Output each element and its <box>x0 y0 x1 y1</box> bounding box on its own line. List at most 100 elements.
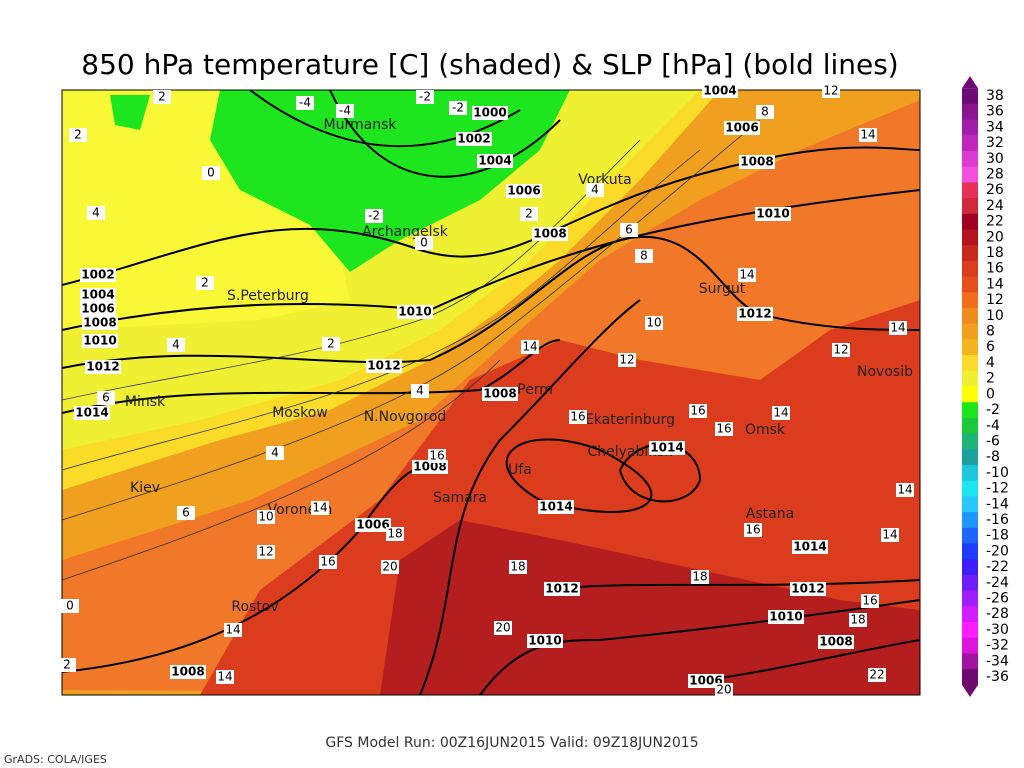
colorbar-swatch <box>962 245 978 262</box>
isobar-label-box <box>532 227 568 241</box>
temperature-label: 4 <box>271 446 279 460</box>
colorbar-label: -28 <box>986 606 1009 622</box>
temperature-label-box <box>715 422 733 436</box>
colorbar-label: 30 <box>986 151 1004 167</box>
temperature-label-box <box>849 613 867 627</box>
colorbar-label: -18 <box>986 528 1009 544</box>
temperature-label: -4 <box>299 96 311 110</box>
isobar-label: 1000 <box>473 106 506 120</box>
colorbar-label: -12 <box>986 481 1009 497</box>
temperature-label-box <box>202 166 220 180</box>
colorbar-top-arrow <box>962 76 978 89</box>
temperature-label: 12 <box>833 343 848 357</box>
temperature-label: 2 <box>525 207 533 221</box>
isobar-label-box <box>366 359 402 373</box>
isobar-label-box <box>737 307 773 321</box>
colorbar-label: 22 <box>986 214 1004 230</box>
temperature-label-box <box>381 560 399 574</box>
temperature-label: -2 <box>452 101 464 115</box>
temperature-label-box <box>428 449 446 463</box>
temperature-label-box <box>744 523 762 537</box>
colorbar-label: -30 <box>986 622 1009 638</box>
colorbar-label: 28 <box>986 167 1004 183</box>
city-label: Perm <box>517 382 553 398</box>
temperature-label: 18 <box>387 527 402 541</box>
temperature-label-box <box>861 594 879 608</box>
isobar-label: 1004 <box>81 288 114 302</box>
temperature-label-box <box>715 683 733 697</box>
temperature-label-box <box>635 249 653 263</box>
colorbar-swatch <box>962 229 978 246</box>
isobar-label-box <box>82 316 118 330</box>
temperature-label: 22 <box>869 668 884 682</box>
temperature-label-box <box>87 206 105 220</box>
colorbar-label: 18 <box>986 245 1004 261</box>
temperature-label: 6 <box>182 506 190 520</box>
temperature-label: 20 <box>716 683 731 697</box>
city-label: Murmansk <box>324 117 398 133</box>
colorbar-label: 26 <box>986 182 1004 198</box>
isobar-label: 1014 <box>650 441 683 455</box>
isobar-label: 1014 <box>539 500 572 514</box>
temperature-label-box <box>645 316 663 330</box>
isobar-label: 1006 <box>81 302 114 316</box>
temperature-label-box <box>416 90 434 104</box>
temperature-label-box <box>411 384 429 398</box>
isotherms <box>62 119 761 581</box>
temperature-label-box <box>494 621 512 635</box>
isobar-label-box <box>355 518 391 532</box>
isobar-label-box <box>170 665 206 679</box>
isobar-label: 1008 <box>171 665 204 679</box>
colorbar-swatch <box>962 260 978 278</box>
city-label: Moskow <box>272 405 328 421</box>
colorbar-swatch <box>962 496 978 513</box>
temperature-label: 4 <box>591 183 599 197</box>
temperature-label-box <box>311 501 329 515</box>
colorbar-label: 6 <box>986 339 995 355</box>
colorbar-swatch <box>962 355 978 372</box>
credit: GrADS: COLA/IGES <box>4 753 107 766</box>
city-label: Minsk <box>125 394 166 410</box>
isobar-label-box <box>506 184 542 198</box>
isobar-label: 1006 <box>689 674 722 688</box>
colorbar-label: -32 <box>986 638 1009 654</box>
temperature-label-box <box>415 236 433 250</box>
isobar-label-box <box>74 406 110 420</box>
colorbar-swatch <box>962 637 978 654</box>
temperature-label: 16 <box>745 523 760 537</box>
isobar-label: 1012 <box>791 582 824 596</box>
colorbar-swatch <box>962 512 978 529</box>
temperature-label: 14 <box>225 623 240 637</box>
temperature-label-box <box>738 268 756 282</box>
colorbar-swatch <box>962 135 978 152</box>
temperature-label: 14 <box>739 268 754 282</box>
temperature-label-box <box>881 528 899 542</box>
colorbar-swatch <box>962 480 978 497</box>
isobar-label-box <box>80 268 116 282</box>
isobar-label: 1008 <box>533 227 566 241</box>
temperature-label: 4 <box>172 338 180 352</box>
temperature-label-box <box>224 623 242 637</box>
green <box>110 95 150 130</box>
city-label: Astana <box>746 506 794 522</box>
isobar-label-box <box>724 121 760 135</box>
temperature-label: 18 <box>692 570 707 584</box>
temperature-label-box <box>257 510 275 524</box>
isobar-label: 1010 <box>398 305 431 319</box>
temperature-label: -2 <box>419 90 431 104</box>
colorbar-label: 16 <box>986 261 1004 277</box>
isobar-label: 1014 <box>793 540 826 554</box>
city-label: Samara <box>433 490 487 506</box>
temperature-label-box <box>97 391 115 405</box>
colorbar-swatch <box>962 150 978 168</box>
temperature-label: 2 <box>63 658 71 672</box>
temperature-label: 12 <box>619 353 634 367</box>
temperature-label: -4 <box>339 104 351 118</box>
temperature-label-box <box>859 128 877 142</box>
temperature-label-box <box>772 406 790 420</box>
temperature-label: 18 <box>850 613 865 627</box>
temperature-label: 2 <box>74 128 82 142</box>
colorbar-swatch <box>962 543 978 560</box>
city-label: N.Novgorod <box>364 409 447 425</box>
